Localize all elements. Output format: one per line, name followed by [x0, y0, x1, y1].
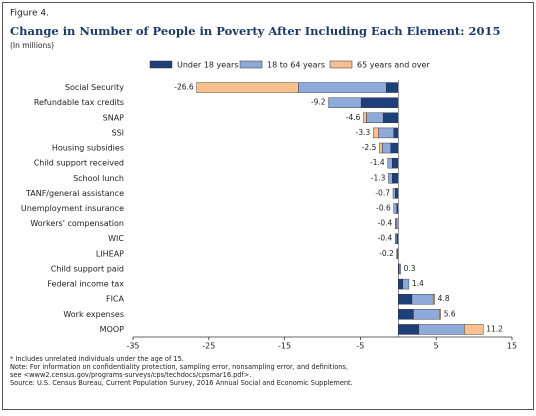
bar-segment	[363, 112, 367, 123]
bar-segment	[396, 248, 398, 260]
total-label: -0.4	[378, 234, 393, 243]
total-label: -0.2	[379, 249, 394, 258]
bar-segment	[392, 188, 396, 199]
bar-segment	[390, 142, 399, 154]
total-label: -0.7	[375, 188, 390, 197]
x-tick-label: -5	[356, 342, 364, 351]
bar-segment	[392, 157, 399, 169]
total-label: -4.6	[346, 113, 361, 122]
chart-title: Change in Number of People in Poverty Af…	[10, 24, 500, 38]
bar-segment	[382, 142, 391, 154]
bar-segment	[328, 97, 362, 108]
bar-segment	[395, 218, 399, 229]
total-label: -2.5	[362, 143, 377, 152]
total-label: 0.3	[404, 264, 416, 273]
bar-segment	[395, 188, 399, 199]
y-tick-label: SSI	[111, 128, 124, 137]
bar-segment	[432, 294, 435, 305]
legend-label: 18 to 64 years	[267, 61, 325, 70]
y-tick-label: Workers' compensation	[30, 219, 124, 228]
total-label: 4.8	[438, 294, 450, 303]
bar-segment	[418, 324, 465, 335]
footnote: Note: For information on confidentiality…	[10, 363, 348, 371]
bar-segment	[385, 82, 399, 93]
bar-segment	[402, 278, 410, 290]
y-tick-label: TANF/general assistance	[25, 189, 124, 198]
bar-segment	[393, 127, 399, 139]
bar-segment	[378, 127, 394, 139]
bar-segment	[196, 82, 299, 93]
y-tick-label: Unemployment insurance	[21, 204, 124, 213]
total-label: -1.4	[370, 158, 385, 167]
x-tick-label: -25	[202, 342, 215, 351]
total-label: -0.6	[376, 204, 391, 213]
bar-segment	[366, 112, 384, 123]
y-tick-label: Child support paid	[51, 264, 124, 273]
bar-segment	[398, 294, 413, 305]
legend-label: 65 years and over	[357, 61, 430, 70]
total-label: -3.3	[356, 128, 371, 137]
bar-segment	[398, 263, 401, 275]
bar-segment	[413, 309, 440, 320]
bar-segment	[464, 324, 484, 335]
bar-segment	[395, 233, 397, 244]
bar-segment	[373, 127, 379, 139]
y-tick-label: FICA	[106, 295, 125, 304]
y-tick-label: Social Security	[65, 83, 124, 92]
total-label: -9.2	[311, 98, 326, 107]
total-label: -1.3	[371, 173, 386, 182]
x-tick-label: -15	[278, 342, 291, 351]
y-tick-label: Child support received	[34, 159, 124, 168]
bar-segment	[388, 173, 393, 184]
chart-subtitle: (In millions)	[10, 41, 54, 50]
bar-segment	[360, 97, 399, 108]
x-tick-label: 15	[507, 342, 517, 351]
y-tick-label: Federal income tax	[47, 280, 124, 289]
figure-label: Figure 4.	[10, 9, 49, 19]
total-label: -0.4	[378, 219, 393, 228]
footnote: * Includes unrelated individuals under t…	[10, 355, 184, 363]
y-tick-label: Refundable tax credits	[34, 98, 124, 107]
bar-segment	[439, 309, 441, 320]
y-tick-label: Work expenses	[63, 310, 124, 319]
bar-segment	[398, 324, 419, 335]
bar-segment	[392, 173, 399, 184]
bar-segment	[398, 309, 414, 320]
bar-segment	[398, 278, 404, 290]
y-tick-label: WIC	[108, 234, 124, 243]
total-label: 1.4	[412, 279, 424, 288]
frame	[2, 2, 534, 410]
y-tick-label: School lunch	[73, 174, 124, 183]
bar-segment	[395, 218, 397, 229]
bar-segment	[379, 142, 383, 154]
bar-segment	[298, 82, 387, 93]
y-tick-label: LIHEAP	[96, 249, 124, 258]
x-tick-label: -35	[126, 342, 139, 351]
y-tick-label: Housing subsidies	[52, 144, 124, 153]
footnote: see <www2.census.gov/programs-surveys/cp…	[10, 371, 251, 379]
bar-segment	[393, 203, 397, 214]
bar-segment	[387, 157, 393, 169]
bar-segment	[411, 294, 434, 305]
y-tick-label: MOOP	[100, 325, 124, 334]
total-label: 5.6	[444, 309, 456, 318]
footnote: Source: U.S. Census Bureau, Current Popu…	[10, 379, 353, 387]
legend-swatch	[239, 60, 263, 69]
total-label: -26.6	[174, 83, 194, 92]
total-label: 11.2	[486, 324, 503, 333]
y-tick-label: SNAP	[103, 113, 125, 122]
legend-swatch	[149, 60, 173, 69]
legend-label: Under 18 years	[177, 61, 239, 70]
legend-swatch	[329, 60, 353, 69]
x-tick-label: 5	[434, 342, 439, 351]
bar-segment	[382, 112, 399, 123]
